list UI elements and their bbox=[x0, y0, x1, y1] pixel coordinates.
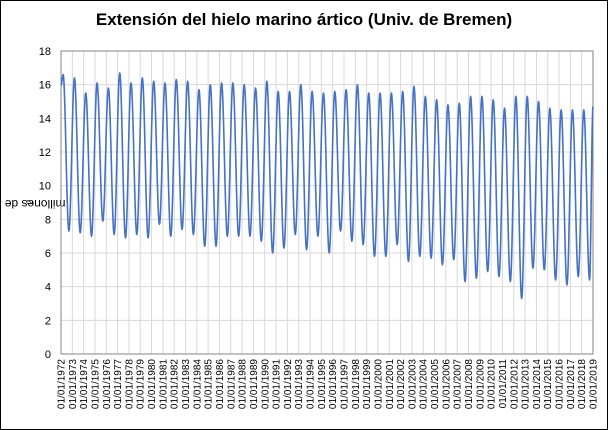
x-tick-label: 01/01/1990 bbox=[260, 359, 271, 409]
y-tick-label: 6 bbox=[45, 248, 51, 260]
x-tick-label: 01/01/1996 bbox=[328, 359, 339, 409]
x-tick-label: 01/01/1994 bbox=[306, 359, 317, 409]
x-tick-label: 01/01/2012 bbox=[509, 359, 520, 409]
x-tick-label: 01/01/1981 bbox=[158, 359, 169, 409]
x-tick-label: 01/01/2019 bbox=[589, 359, 600, 409]
y-tick-label: 12 bbox=[39, 147, 51, 159]
y-tick-label: 18 bbox=[39, 46, 51, 58]
y-tick-label: 14 bbox=[39, 113, 51, 125]
x-tick-label: 01/01/2000 bbox=[373, 359, 384, 409]
x-tick-label: 01/01/2018 bbox=[577, 359, 588, 409]
x-tick-label: 01/01/1974 bbox=[79, 359, 90, 409]
x-tick-label: 01/01/2010 bbox=[487, 359, 498, 409]
x-tick-label: 01/01/1982 bbox=[170, 359, 181, 409]
x-tick-label: 01/01/1985 bbox=[204, 359, 215, 409]
x-tick-label: 01/01/2013 bbox=[521, 359, 532, 409]
x-tick-label: 01/01/2005 bbox=[430, 359, 441, 409]
y-tick-label: 8 bbox=[45, 214, 51, 226]
sea-ice-extent-line bbox=[60, 72, 594, 300]
y-tick-labels: 0 2 4 6 8 10 12 14 16 18 bbox=[39, 46, 51, 361]
x-tick-label: 01/01/2004 bbox=[419, 359, 430, 409]
chart-title: Extensión del hielo marino ártico (Univ.… bbox=[95, 10, 513, 29]
x-tick-label: 01/01/2001 bbox=[385, 359, 396, 409]
x-tick-label: 01/01/1991 bbox=[272, 359, 283, 409]
x-tick-label: 01/01/1997 bbox=[339, 359, 350, 409]
x-tick-label: 01/01/2007 bbox=[453, 359, 464, 409]
x-tick-label: 01/01/2015 bbox=[543, 359, 554, 409]
x-tick-label: 01/01/1988 bbox=[238, 359, 249, 409]
plot-area bbox=[60, 50, 594, 355]
x-tick-label: 01/01/1979 bbox=[136, 359, 147, 409]
x-tick-label: 01/01/2006 bbox=[441, 359, 452, 409]
x-tick-label: 01/01/1975 bbox=[90, 359, 101, 409]
x-tick-label: 01/01/1999 bbox=[362, 359, 373, 409]
x-tick-label: 01/01/1995 bbox=[317, 359, 328, 409]
x-tick-label: 01/01/1992 bbox=[283, 359, 294, 409]
x-tick-labels: 01/01/1972 01/01/1973 01/01/1974 01/01/1975… bbox=[57, 359, 600, 409]
x-tick-label: 01/01/1989 bbox=[249, 359, 260, 409]
y-tick-label: 0 bbox=[45, 349, 51, 361]
x-tick-label: 01/01/1987 bbox=[226, 359, 237, 409]
y-tick-label: 10 bbox=[39, 181, 51, 193]
x-tick-label: 01/01/1986 bbox=[215, 359, 226, 409]
x-tick-label: 01/01/1980 bbox=[147, 359, 158, 409]
x-tick-label: 01/01/2008 bbox=[464, 359, 475, 409]
x-tick-label: 01/01/1977 bbox=[113, 359, 124, 409]
x-tick-label: 01/01/1984 bbox=[192, 359, 203, 409]
x-tick-label: 01/01/2009 bbox=[475, 359, 486, 409]
x-tick-label: 01/01/2014 bbox=[532, 359, 543, 409]
x-tick-label: 01/01/1998 bbox=[351, 359, 362, 409]
x-tick-label: 01/01/2002 bbox=[396, 359, 407, 409]
x-tick-label: 01/01/1973 bbox=[68, 359, 79, 409]
x-tick-label: 01/01/2016 bbox=[555, 359, 566, 409]
x-tick-label: 01/01/1983 bbox=[181, 359, 192, 409]
y-tick-label: 4 bbox=[45, 282, 51, 294]
x-tick-label: 01/01/1978 bbox=[124, 359, 135, 409]
x-tick-label: 01/01/2011 bbox=[498, 359, 509, 409]
x-tick-label: 01/01/1972 bbox=[57, 359, 68, 409]
x-tick-label: 01/01/1993 bbox=[294, 359, 305, 409]
x-tick-label: 01/01/1976 bbox=[102, 359, 113, 409]
x-tick-label: 01/01/2003 bbox=[407, 359, 418, 409]
x-tick-label: 01/01/2017 bbox=[566, 359, 577, 409]
y-tick-label: 2 bbox=[45, 315, 51, 327]
y-tick-label: 16 bbox=[39, 80, 51, 92]
